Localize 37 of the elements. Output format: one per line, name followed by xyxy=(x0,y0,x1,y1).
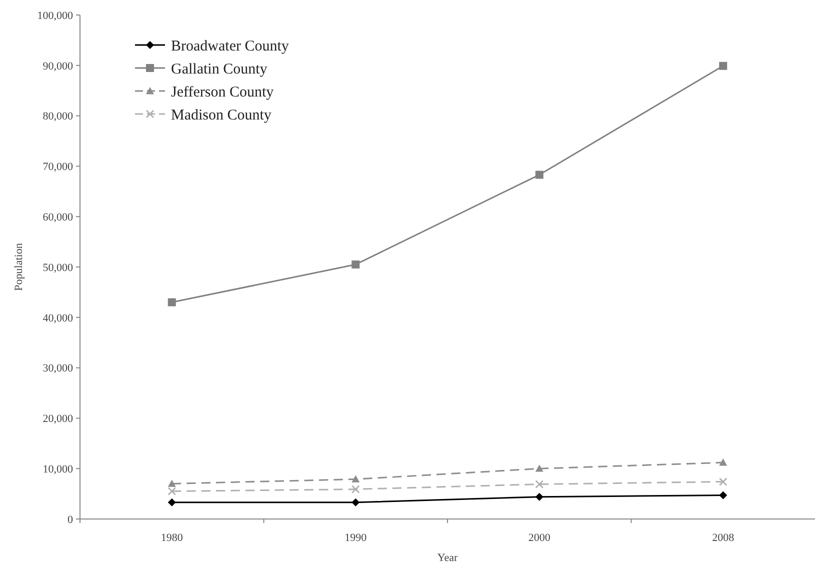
point xyxy=(352,260,360,268)
y-axis-title: Population xyxy=(13,242,25,291)
y-tick-label: 100,000 xyxy=(37,10,74,22)
legend-label: Jefferson County xyxy=(171,84,274,100)
point xyxy=(719,478,728,486)
y-tick-label: 20,000 xyxy=(42,413,74,426)
point xyxy=(719,491,728,500)
y-tick-label: 50,000 xyxy=(42,262,74,274)
point xyxy=(719,62,728,70)
x-tick-label: 1980 xyxy=(160,532,184,544)
y-tick-label: 90,000 xyxy=(42,60,74,72)
x-tick-label: 2000 xyxy=(528,532,551,544)
point xyxy=(352,475,360,482)
y-tick-label: 30,000 xyxy=(42,362,74,375)
x-tick-label: 2008 xyxy=(712,532,735,544)
y-tick-label: 10,000 xyxy=(42,463,74,476)
y-tick-label: 60,000 xyxy=(42,211,74,224)
point xyxy=(168,498,176,506)
point xyxy=(352,498,360,506)
legend-label: Gallatin County xyxy=(171,61,268,78)
y-tick-label: 0 xyxy=(68,514,74,526)
point xyxy=(352,485,360,494)
y-tick-label: 40,000 xyxy=(42,312,74,324)
point xyxy=(535,464,544,472)
x-tick-label: 1990 xyxy=(344,532,368,544)
point xyxy=(535,480,544,488)
legend-label: Madison County xyxy=(171,107,272,124)
point xyxy=(535,492,544,501)
y-tick-label: 70,000 xyxy=(42,161,74,174)
point xyxy=(168,480,176,487)
x-axis-title: Year xyxy=(437,552,458,564)
y-tick-label: 80,000 xyxy=(42,110,74,123)
point xyxy=(168,298,176,306)
legend-label: Broadwater County xyxy=(171,38,290,54)
point xyxy=(168,487,176,496)
point xyxy=(719,458,728,466)
point xyxy=(535,170,544,179)
